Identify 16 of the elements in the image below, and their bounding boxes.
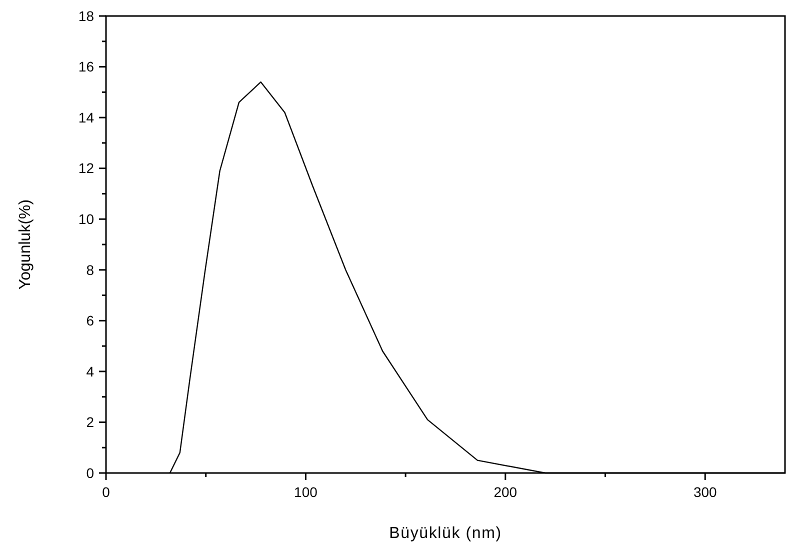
y-tick-label: 14 <box>78 109 94 126</box>
x-tick-label: 200 <box>494 484 518 500</box>
x-tick-label: 0 <box>102 484 110 500</box>
x-tick-label: 100 <box>294 484 318 500</box>
y-tick-label: 18 <box>78 8 94 24</box>
y-tick-label: 10 <box>78 211 94 228</box>
y-tick-label: 8 <box>86 262 94 278</box>
y-tick-label: 6 <box>86 312 94 329</box>
y-tick-label: 16 <box>78 58 94 75</box>
y-axis-title: Yogunluk(%) <box>17 199 34 290</box>
y-tick-label: 2 <box>86 414 94 430</box>
x-tick-label: 300 <box>693 484 718 500</box>
y-tick-label: 0 <box>86 464 94 481</box>
y-tick-label: 12 <box>78 160 94 176</box>
y-tick-label: 4 <box>86 363 94 380</box>
x-axis-title: Büyüklük (nm) <box>389 525 502 542</box>
